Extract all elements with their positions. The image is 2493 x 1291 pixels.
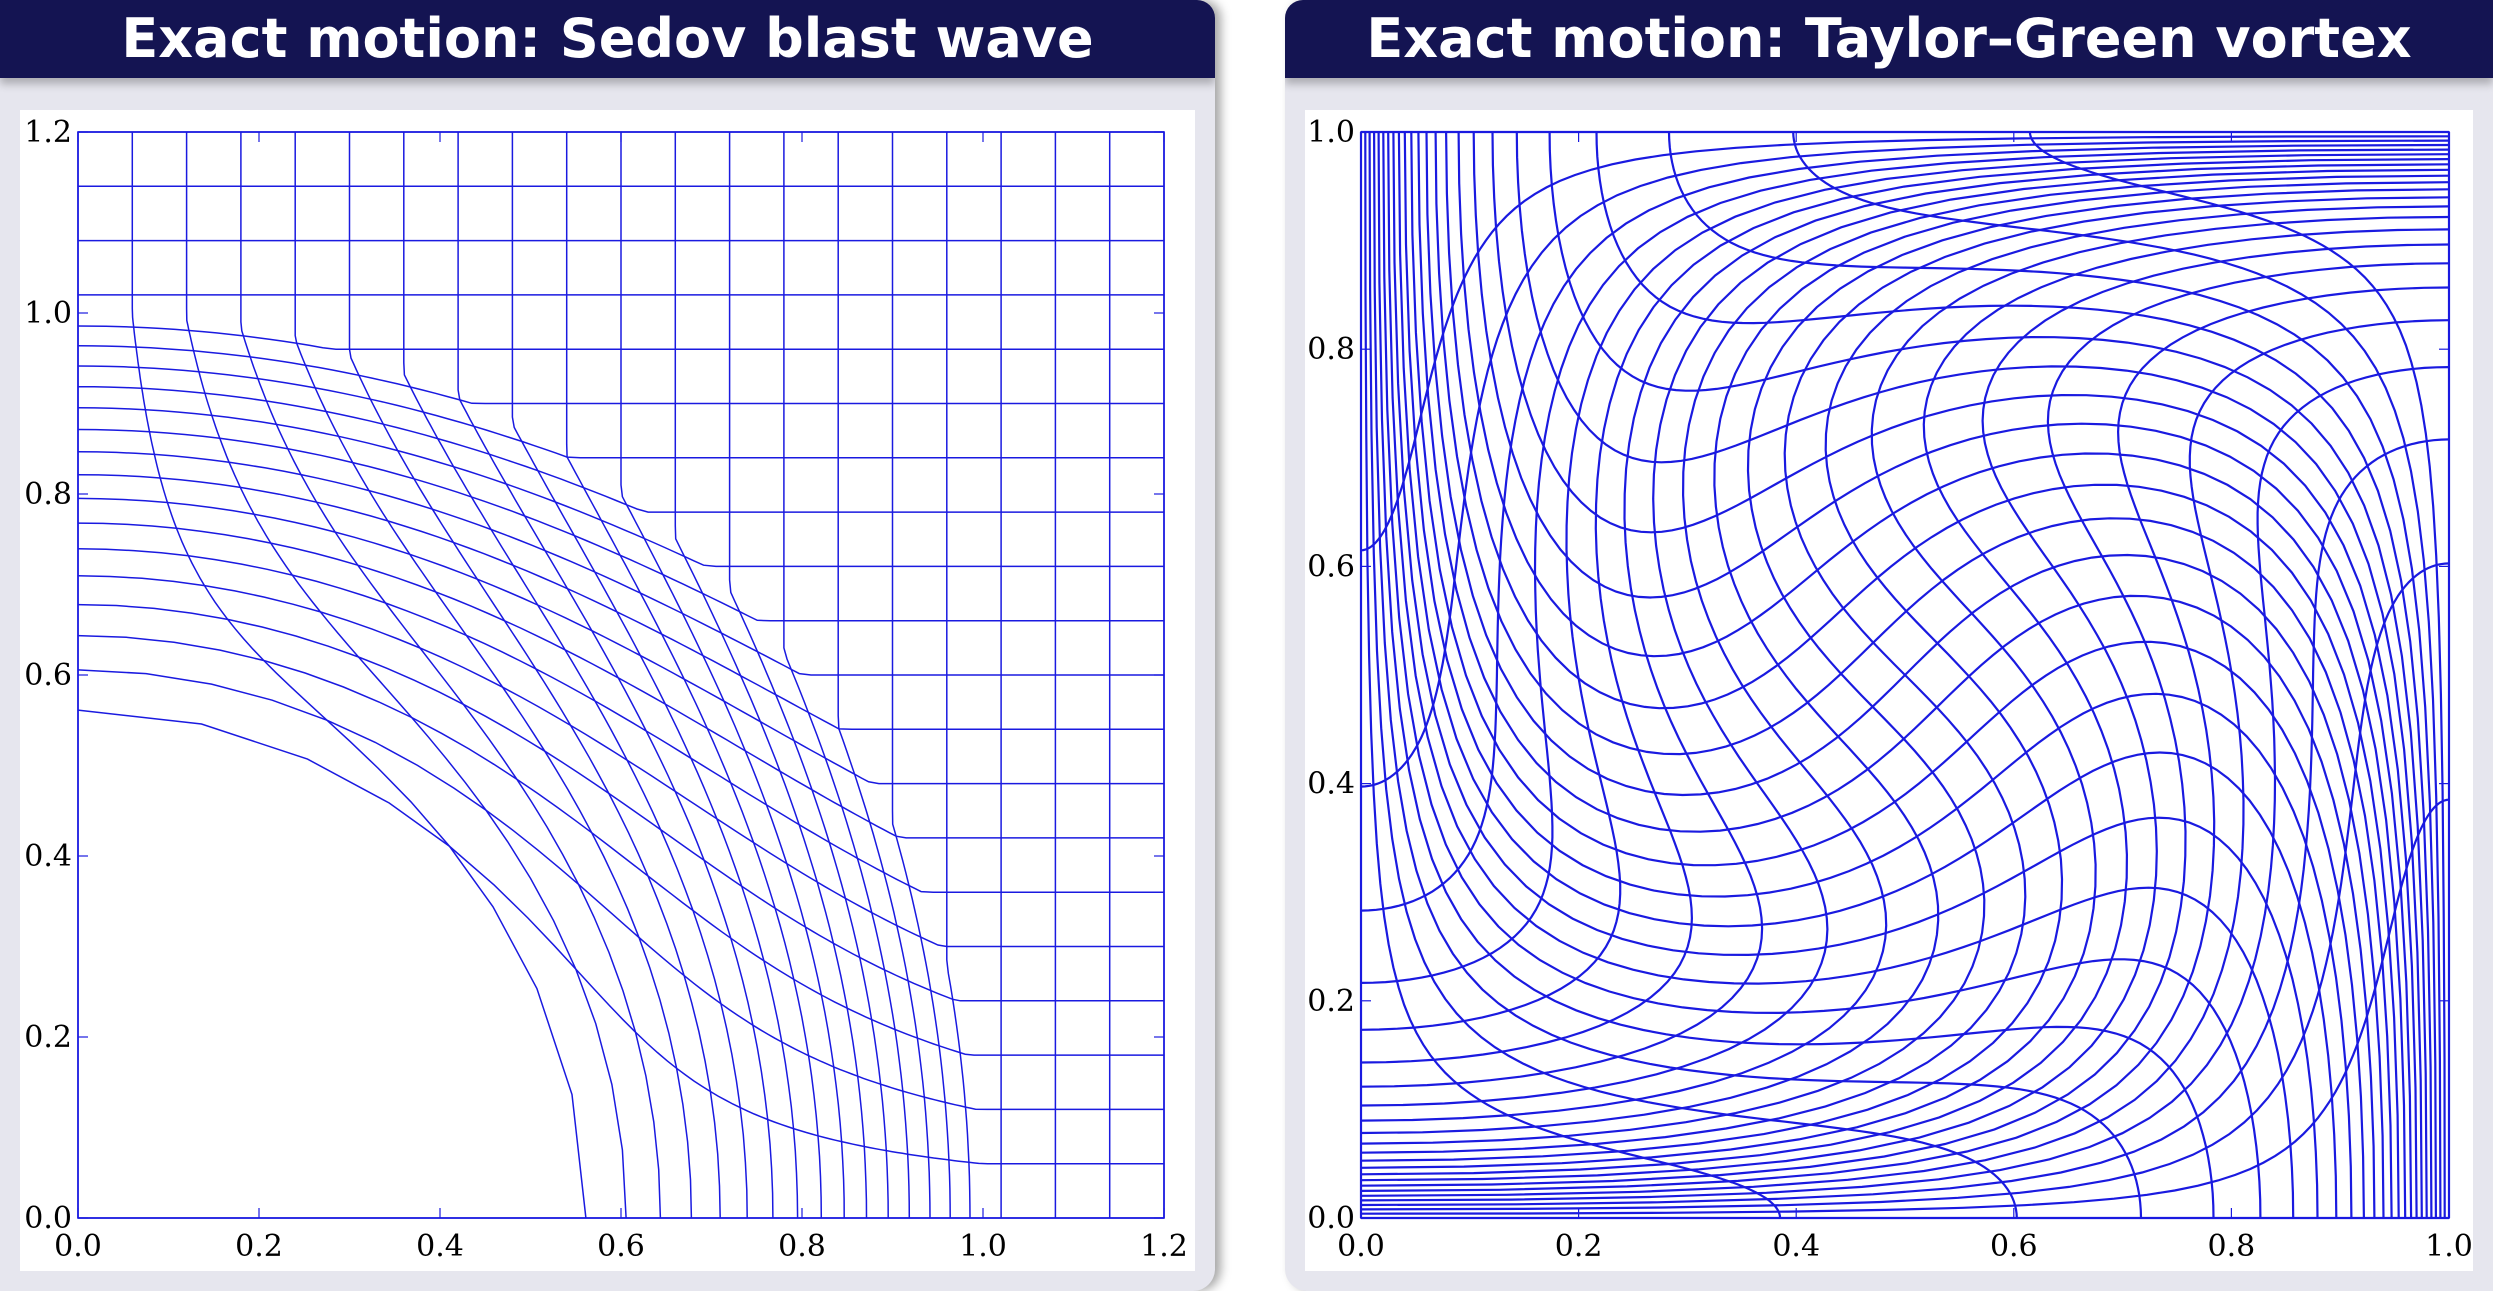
tg-mesh-line-horizontal <box>1360 188 2450 1145</box>
tg-mesh-line-horizontal <box>1360 228 2450 1176</box>
tg-mesh-line-horizontal <box>1360 143 2450 912</box>
tg-mesh-lines <box>1359 130 2451 1220</box>
sedov-x-tick-label: 0.6 <box>597 1229 645 1264</box>
tg-mesh-line-vertical <box>1457 131 2407 1219</box>
taylor-green-plot-area: 0.0 0.2 0.4 0.6 0.8 1.0 0.0 0.2 0.4 0.6 0.8 1.0 <box>1305 110 2473 1271</box>
sedov-y-tick-label: 0.4 <box>24 839 72 874</box>
sedov-mesh-line-horizontal <box>77 451 1164 676</box>
tg-mesh-line-horizontal <box>1360 153 2450 1031</box>
tg-x-tick-label: 0.2 <box>1555 1229 1603 1264</box>
sedov-mesh-line-horizontal <box>77 669 1164 1111</box>
tg-x-tick-label: 1.0 <box>2425 1229 2473 1264</box>
tg-mesh-line-vertical <box>1445 131 2400 1219</box>
sedov-mesh-line-horizontal <box>77 407 1164 568</box>
tg-y-tick-label: 0.2 <box>1307 984 1355 1019</box>
sedov-mesh-line-horizontal <box>77 603 1164 1002</box>
tg-mesh-line-horizontal <box>1360 366 2450 1202</box>
taylor-green-mesh-chart: 0.0 0.2 0.4 0.6 0.8 1.0 0.0 0.2 0.4 0.6 0.8 1.0 <box>1307 115 2473 1264</box>
sedov-panel: Exact motion: Sedov blast wave 0.0 0.2 0.4… <box>0 0 1215 1291</box>
tg-mesh-line-horizontal <box>1360 286 2450 1192</box>
tg-mesh-line-horizontal <box>1360 798 2450 1215</box>
sedov-panel-title: Exact motion: Sedov blast wave <box>0 0 1215 78</box>
tg-mesh-line-horizontal <box>1360 319 2450 1197</box>
sedov-x-tick-label: 0.4 <box>416 1229 464 1264</box>
tg-x-tick-label: 0.0 <box>1337 1229 1385 1264</box>
sedov-y-tick-label: 0.8 <box>24 477 72 512</box>
tg-mesh-line-horizontal <box>1360 158 2450 1064</box>
sedov-mesh-line-horizontal <box>77 428 1164 622</box>
tg-mesh-line-horizontal <box>1360 139 2450 788</box>
sedov-mesh-line-horizontal <box>77 385 1164 513</box>
sedov-x-tick-label: 1.2 <box>1140 1229 1188 1264</box>
tg-mesh-line-horizontal <box>1360 262 2450 1187</box>
sedov-x-tick-label: 0.0 <box>54 1229 102 1264</box>
sedov-x-tick-label: 1.0 <box>959 1229 1007 1264</box>
tg-mesh-line-horizontal <box>1360 163 2450 1088</box>
tg-mesh-line-horizontal <box>1360 205 2450 1162</box>
sedov-mesh-chart: 0.0 0.2 0.4 0.6 0.8 1.0 1.2 0.0 0.2 0.4 0.6 0.8 1.0 1… <box>24 115 1188 1264</box>
sedov-mesh-line-horizontal <box>77 345 1164 405</box>
sedov-mesh-line-horizontal <box>77 325 1164 350</box>
sedov-mesh-line-horizontal <box>77 497 1164 785</box>
tg-x-tick-label: 0.8 <box>2208 1229 2256 1264</box>
taylor-green-panel: Exact motion: Taylor–Green vortex 0.0 0.2… <box>1285 0 2493 1291</box>
tg-y-tick-label: 1.0 <box>1307 115 1355 150</box>
tg-x-tick-label: 0.4 <box>1772 1229 1820 1264</box>
tg-mesh-line-horizontal <box>1360 168 2450 1107</box>
tg-mesh-line-vertical <box>1403 131 2353 1219</box>
tg-mesh-line-horizontal <box>1360 174 2450 1122</box>
sedov-y-tick-label: 0.6 <box>24 658 72 693</box>
tg-mesh-line-horizontal <box>1360 196 2450 1154</box>
sedov-mesh-line-horizontal <box>77 548 1164 893</box>
sedov-mesh-line-horizontal <box>77 709 1164 1165</box>
sedov-x-tick-label: 0.2 <box>235 1229 283 1264</box>
sedov-y-tick-label: 0.2 <box>24 1020 72 1055</box>
sedov-mesh-line-horizontal <box>77 365 1164 459</box>
tg-mesh-line-horizontal <box>1360 135 2450 552</box>
tg-mesh-line-vertical <box>1410 131 2365 1219</box>
tg-y-tick-label: 0.4 <box>1307 767 1355 802</box>
tg-x-tick-label: 0.6 <box>1990 1229 2038 1264</box>
tg-mesh-line-horizontal <box>1360 438 2450 1207</box>
tg-y-tick-label: 0.0 <box>1307 1201 1355 1236</box>
sedov-y-tick-label: 1.2 <box>24 115 72 150</box>
sedov-plot-area: 0.0 0.2 0.4 0.6 0.8 1.0 1.2 0.0 0.2 0.4 0.6 0.8 1.0 1… <box>20 110 1195 1271</box>
sedov-mesh-line-horizontal <box>77 575 1164 948</box>
sedov-y-tick-label: 1.0 <box>24 296 72 331</box>
sedov-mesh-line-horizontal <box>77 522 1164 839</box>
tg-mesh-line-horizontal <box>1360 243 2450 1182</box>
tg-mesh-line-horizontal <box>1360 148 2450 984</box>
sedov-mesh-line-horizontal <box>77 634 1164 1056</box>
tg-mesh-line-horizontal <box>1360 181 2450 1135</box>
tg-mesh-line-horizontal <box>1360 562 2450 1211</box>
sedov-mesh-lines <box>77 131 1165 1219</box>
tg-mesh-line-horizontal <box>1360 215 2450 1169</box>
tg-y-tick-label: 0.8 <box>1307 332 1355 367</box>
tg-y-tick-label: 0.6 <box>1307 549 1355 584</box>
sedov-x-tick-label: 0.8 <box>778 1229 826 1264</box>
sedov-y-tick-label: 0.0 <box>24 1201 72 1236</box>
taylor-green-panel-title: Exact motion: Taylor–Green vortex <box>1285 0 2493 78</box>
sedov-mesh-line-horizontal <box>77 473 1164 731</box>
